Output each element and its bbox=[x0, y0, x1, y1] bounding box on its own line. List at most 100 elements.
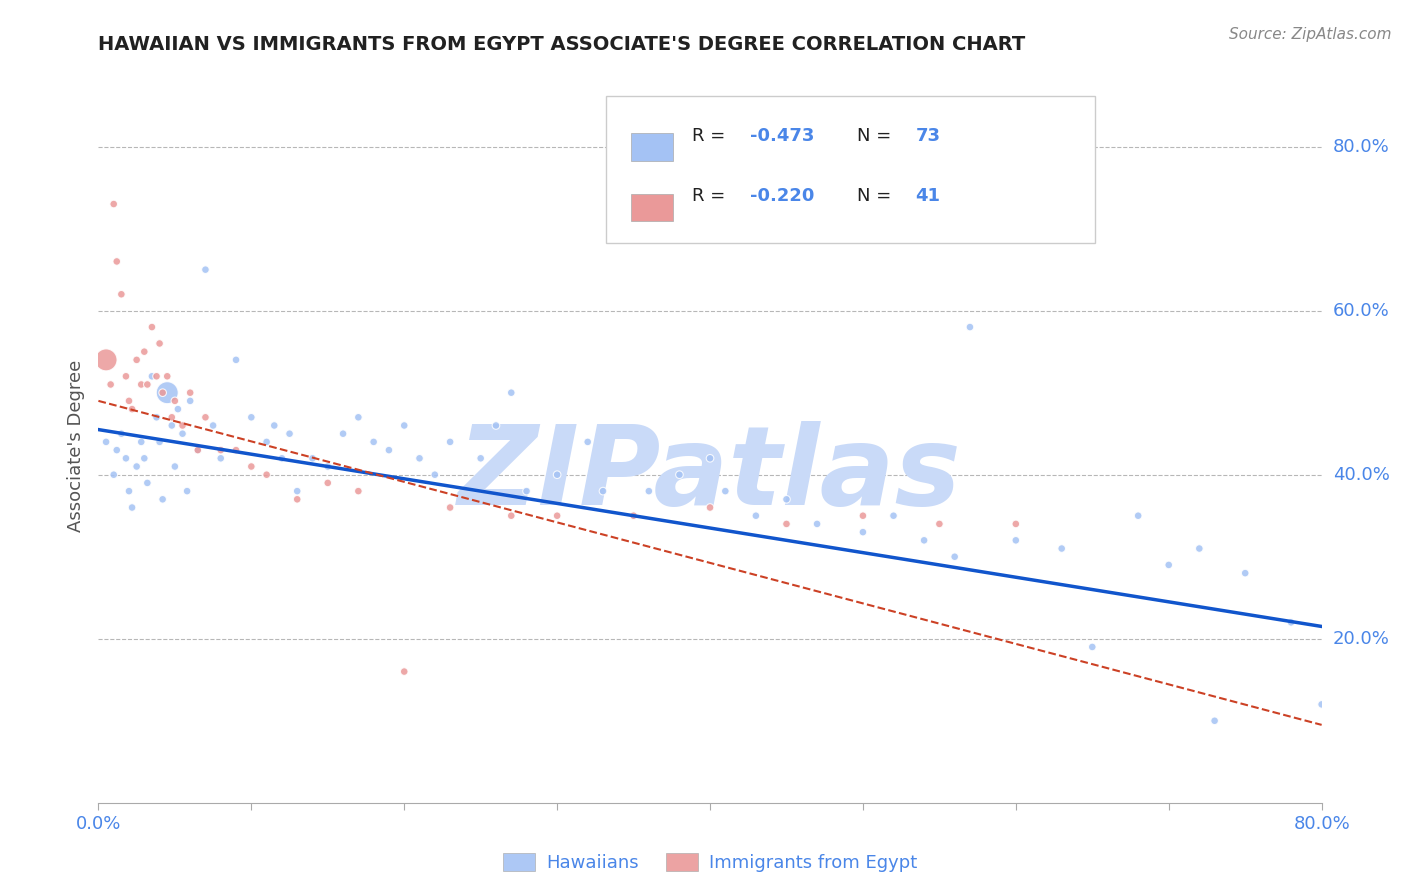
Point bbox=[943, 549, 966, 564]
Text: R =: R = bbox=[692, 127, 731, 145]
Point bbox=[225, 443, 247, 458]
Point bbox=[285, 492, 308, 507]
Point bbox=[256, 434, 278, 449]
Point bbox=[714, 484, 737, 499]
Point bbox=[363, 434, 385, 449]
Point bbox=[852, 508, 875, 523]
Point bbox=[883, 508, 905, 523]
Point bbox=[408, 451, 430, 466]
Bar bbox=[630, 133, 673, 161]
Point bbox=[156, 369, 179, 384]
Point bbox=[149, 434, 172, 449]
Point bbox=[145, 369, 167, 384]
Point bbox=[516, 484, 538, 499]
Point bbox=[105, 443, 128, 458]
Point bbox=[1081, 640, 1104, 654]
Point bbox=[423, 467, 446, 482]
Text: ZIPatlas: ZIPatlas bbox=[458, 421, 962, 528]
Point bbox=[347, 410, 370, 425]
Point bbox=[202, 418, 225, 433]
Point bbox=[187, 443, 209, 458]
Point bbox=[136, 475, 159, 490]
Point bbox=[163, 393, 186, 408]
Text: N =: N = bbox=[856, 127, 897, 145]
Point bbox=[121, 500, 143, 515]
Point bbox=[1004, 533, 1026, 548]
Point bbox=[439, 434, 461, 449]
Point bbox=[576, 434, 599, 449]
Point bbox=[118, 484, 141, 499]
Point bbox=[129, 377, 152, 392]
Point bbox=[806, 516, 828, 531]
Text: -0.220: -0.220 bbox=[751, 187, 814, 205]
Y-axis label: Associate's Degree: Associate's Degree bbox=[66, 359, 84, 533]
Point bbox=[1004, 516, 1026, 531]
Point bbox=[176, 484, 198, 499]
Point bbox=[1157, 558, 1180, 572]
Point bbox=[256, 467, 278, 482]
Point bbox=[1310, 698, 1333, 712]
Point bbox=[129, 434, 152, 449]
Text: HAWAIIAN VS IMMIGRANTS FROM EGYPT ASSOCIATE'S DEGREE CORRELATION CHART: HAWAIIAN VS IMMIGRANTS FROM EGYPT ASSOCI… bbox=[98, 35, 1025, 54]
Point bbox=[149, 336, 172, 351]
Point bbox=[172, 426, 194, 441]
Legend: Hawaiians, Immigrants from Egypt: Hawaiians, Immigrants from Egypt bbox=[495, 846, 925, 880]
Point bbox=[301, 451, 323, 466]
Point bbox=[316, 459, 339, 474]
Point bbox=[105, 254, 128, 268]
Point bbox=[974, 221, 997, 235]
Point bbox=[392, 665, 416, 679]
Point bbox=[156, 385, 179, 400]
Point bbox=[592, 484, 614, 499]
Point bbox=[152, 385, 174, 400]
Text: 60.0%: 60.0% bbox=[1333, 301, 1389, 319]
Point bbox=[623, 508, 645, 523]
Point bbox=[187, 443, 209, 458]
Point bbox=[145, 410, 167, 425]
Point bbox=[470, 451, 492, 466]
Text: 40.0%: 40.0% bbox=[1333, 466, 1389, 483]
Point bbox=[194, 410, 217, 425]
Point bbox=[485, 418, 508, 433]
Point bbox=[240, 459, 263, 474]
Point bbox=[125, 352, 148, 367]
Point bbox=[94, 352, 117, 367]
Text: 73: 73 bbox=[915, 127, 941, 145]
Point bbox=[163, 459, 186, 474]
Point bbox=[852, 525, 875, 540]
Point bbox=[179, 393, 201, 408]
Point bbox=[1204, 714, 1226, 728]
Point bbox=[121, 402, 143, 417]
Point bbox=[179, 385, 201, 400]
Point bbox=[347, 484, 370, 499]
Point bbox=[152, 492, 174, 507]
Point bbox=[316, 475, 339, 490]
Text: 41: 41 bbox=[915, 187, 941, 205]
Point bbox=[1128, 508, 1150, 523]
Point bbox=[115, 451, 138, 466]
Point bbox=[160, 410, 183, 425]
Point bbox=[546, 467, 568, 482]
Point bbox=[637, 484, 661, 499]
Text: 80.0%: 80.0% bbox=[1333, 137, 1389, 155]
Text: Source: ZipAtlas.com: Source: ZipAtlas.com bbox=[1229, 27, 1392, 42]
Point bbox=[1234, 566, 1257, 581]
Point bbox=[392, 418, 416, 433]
Text: -0.473: -0.473 bbox=[751, 127, 814, 145]
Point bbox=[134, 344, 156, 359]
Point bbox=[278, 426, 301, 441]
Point bbox=[285, 484, 308, 499]
Text: 20.0%: 20.0% bbox=[1333, 630, 1389, 648]
Point bbox=[115, 369, 138, 384]
Point bbox=[94, 434, 117, 449]
Point bbox=[699, 451, 721, 466]
Point bbox=[110, 287, 132, 301]
Text: N =: N = bbox=[856, 187, 897, 205]
Point bbox=[167, 402, 190, 417]
Point bbox=[928, 516, 950, 531]
Point bbox=[160, 418, 183, 433]
Point bbox=[209, 443, 232, 458]
Point bbox=[100, 377, 122, 392]
Point bbox=[270, 451, 292, 466]
Point bbox=[263, 418, 285, 433]
